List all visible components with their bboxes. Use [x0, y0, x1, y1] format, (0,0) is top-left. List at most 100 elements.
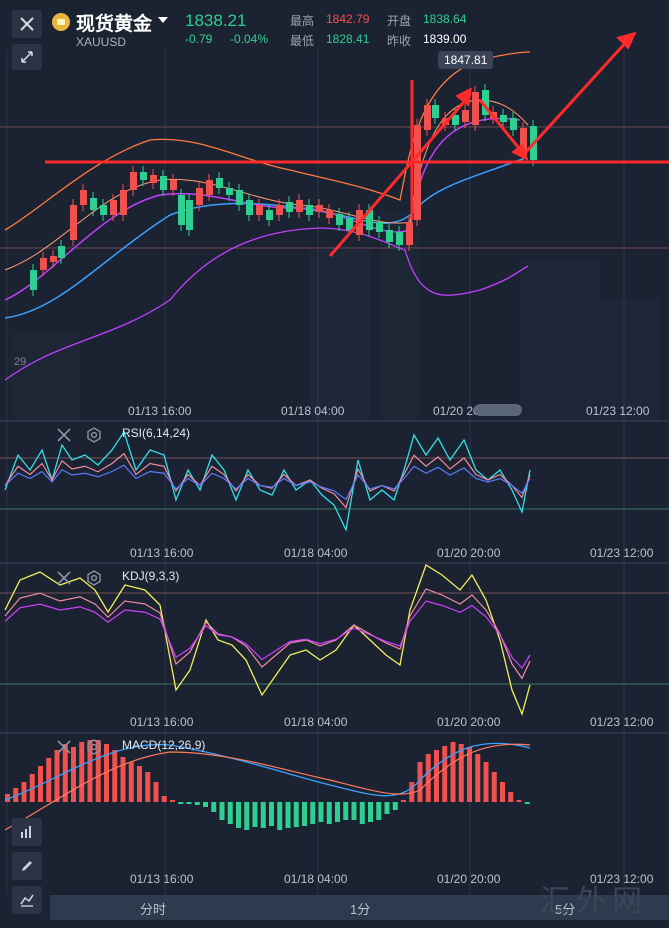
rsi-time-label: 01/23 12:00 — [590, 546, 654, 560]
high-value: 1842.79 — [326, 12, 370, 26]
candle-body — [376, 222, 383, 232]
macd-histogram-bar — [71, 747, 76, 802]
low-value: 1828.41 — [326, 32, 370, 46]
chart-tool-button[interactable] — [12, 818, 42, 846]
macd-histogram-bar — [120, 757, 126, 802]
rsi-label: RSI(6,14,24) — [122, 426, 191, 440]
price-axis-label: 29 — [14, 356, 27, 368]
candle-body — [246, 200, 253, 215]
candle-body — [472, 92, 479, 125]
macd-histogram-bar — [79, 742, 85, 802]
macd-histogram-bar — [252, 802, 258, 827]
candle-body — [520, 128, 527, 155]
macd-dea-line — [4, 743, 531, 831]
candle-body — [396, 232, 403, 245]
candle-body — [70, 205, 77, 240]
arrowhead-2 — [511, 143, 529, 161]
grid-lines — [0, 50, 669, 895]
rsi-time-label: 01/20 20:00 — [437, 546, 501, 560]
candle-body — [160, 176, 167, 190]
main-ref-lines — [0, 126, 669, 249]
main-time-label: 01/13 16:00 — [128, 404, 192, 418]
candle-body — [296, 200, 303, 212]
macd-histogram-bar — [244, 802, 250, 830]
candle-body — [500, 115, 507, 122]
close-icon — [20, 17, 34, 31]
rsi-time-label: 01/18 04:00 — [284, 546, 348, 560]
candle-body — [432, 105, 439, 118]
macd-histogram-bar — [194, 802, 200, 805]
candle-body — [346, 218, 353, 230]
background-decoration — [10, 210, 660, 420]
macd-histogram-bar — [112, 750, 118, 802]
close-icon[interactable] — [56, 739, 72, 755]
candle-body — [196, 188, 203, 205]
scroll-indicator[interactable] — [474, 404, 522, 416]
macd-time-label: 01/23 12:00 — [590, 872, 654, 886]
macd-histogram-bar — [409, 782, 415, 802]
open-value: 1838.64 — [423, 12, 467, 26]
kdj-time-label: 01/23 12:00 — [590, 715, 654, 729]
candle-body — [150, 175, 157, 183]
candle-body — [336, 214, 343, 225]
macd-histogram-bar — [302, 802, 307, 826]
collapse-button[interactable] — [12, 44, 42, 70]
candle-body — [236, 190, 243, 205]
close-icon[interactable] — [56, 427, 72, 443]
macd-histogram-bar — [417, 762, 423, 802]
line-tool-button[interactable] — [12, 886, 42, 914]
macd-histogram-bar — [293, 802, 299, 827]
macd-histogram-bar — [203, 802, 208, 807]
candle-body — [178, 195, 185, 225]
draw-tool-button[interactable] — [12, 852, 42, 880]
candle-body — [462, 110, 469, 122]
macd-histogram-bar — [260, 802, 266, 828]
chevron-down-icon[interactable] — [158, 17, 168, 23]
high-label: 最高 — [290, 14, 315, 28]
gear-icon[interactable] — [86, 570, 102, 586]
close-button[interactable] — [12, 10, 42, 38]
instrument-name[interactable]: 现货黄金 — [76, 14, 153, 35]
candle-body — [120, 190, 127, 215]
candle-body — [110, 200, 117, 215]
kdj-line-j — [4, 564, 531, 716]
annotation-drawing — [45, 31, 669, 257]
macd-label: MACD(12,26,9) — [122, 738, 206, 752]
macd-histogram-bar — [277, 802, 283, 830]
macd-histogram-bar — [269, 802, 274, 826]
candle-body — [186, 200, 193, 230]
price-change-pct: -0.04% — [230, 32, 269, 46]
candle-body — [50, 256, 57, 262]
macd-histogram-bar — [326, 802, 332, 824]
gear-icon[interactable] — [86, 739, 102, 755]
macd-histogram-bar — [95, 740, 101, 802]
tab-1min[interactable]: 1分 — [350, 902, 371, 917]
arrowhead-1 — [455, 87, 472, 107]
kdj-line-k — [4, 588, 531, 680]
collapse-arrows-icon — [21, 51, 33, 63]
macd-histogram-bar — [351, 802, 357, 820]
candle-body — [306, 205, 313, 215]
candle-body — [130, 172, 137, 190]
macd-histogram-bar — [236, 802, 241, 828]
macd-histogram-bar — [508, 792, 514, 802]
kdj-time-label: 01/13 16:00 — [130, 715, 194, 729]
main-time-label: 01/23 12:00 — [586, 404, 650, 418]
trend-arrow-up-2 — [524, 38, 630, 154]
prev-close-value: 1839.00 — [423, 32, 467, 46]
gear-icon[interactable] — [86, 427, 102, 443]
candle-body — [170, 180, 177, 190]
macd-histogram-bar — [500, 782, 505, 802]
quote-header: 现货黄金 XAUUSD 1838.21 -0.79 -0.04% 最高 1842… — [0, 0, 669, 50]
close-icon[interactable] — [56, 570, 72, 586]
tab-timeshare[interactable]: 分时 — [140, 902, 167, 917]
macd-histogram-bar — [425, 754, 431, 802]
candle-body — [58, 246, 65, 258]
macd-histogram-bar — [137, 766, 142, 802]
candle-body — [216, 178, 223, 188]
tab-5min[interactable]: 5分 — [555, 902, 576, 917]
candle-body — [266, 210, 273, 220]
candle-body — [482, 90, 489, 115]
candle-body — [286, 202, 293, 212]
